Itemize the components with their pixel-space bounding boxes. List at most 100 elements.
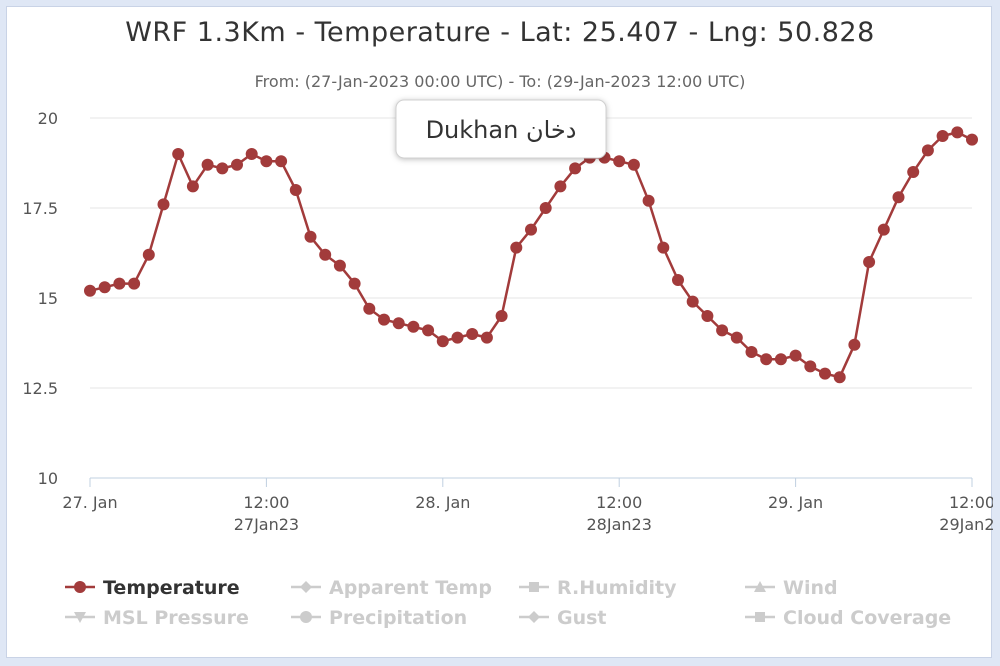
temperature-point[interactable]	[951, 126, 964, 139]
temperature-point[interactable]	[730, 331, 743, 344]
temperature-point[interactable]	[407, 320, 420, 333]
temperature-point[interactable]	[686, 295, 699, 308]
temperature-point[interactable]	[892, 191, 905, 204]
temperature-point[interactable]	[378, 313, 390, 326]
temperature-point[interactable]	[833, 371, 846, 384]
temperature-point[interactable]	[172, 148, 185, 160]
temperature-point[interactable]	[260, 155, 273, 168]
legend-item-apparent-temp[interactable]: Apparent Temp	[291, 577, 492, 599]
legend-label: Precipitation	[329, 607, 467, 629]
temperature-point[interactable]	[907, 166, 920, 178]
temperature-point[interactable]	[333, 259, 346, 272]
temperature-point[interactable]	[745, 346, 758, 358]
y-tick-label: 12.5	[22, 379, 58, 398]
temperature-point[interactable]	[304, 230, 317, 243]
location-badge-box	[395, 99, 607, 159]
temperature-point[interactable]	[319, 248, 332, 261]
legend-item-gust[interactable]: Gust	[519, 607, 607, 629]
legend-marker-triangle-down	[74, 612, 86, 623]
temperature-point[interactable]	[966, 133, 978, 146]
legend-item-wind[interactable]: Wind	[745, 577, 838, 599]
temperature-point[interactable]	[142, 248, 155, 261]
temperature-point[interactable]	[774, 353, 787, 366]
legend-item-r-humidity[interactable]: R.Humidity	[519, 577, 677, 599]
temperature-point[interactable]	[642, 194, 655, 207]
temperature-point[interactable]	[789, 349, 802, 362]
y-tick-label: 10	[38, 469, 58, 488]
temperature-point[interactable]	[819, 367, 831, 380]
temperature-point[interactable]	[436, 335, 449, 348]
x-tick-label: 27. Jan	[62, 493, 117, 512]
temperature-point[interactable]	[716, 324, 729, 337]
temperature-point[interactable]	[157, 198, 170, 211]
temperature-point[interactable]	[201, 158, 214, 171]
temperature-point[interactable]	[613, 155, 626, 168]
legend-item-msl-pressure[interactable]: MSL Pressure	[65, 607, 249, 629]
temperature-point[interactable]	[480, 331, 493, 344]
temperature-point[interactable]	[701, 310, 714, 322]
legend-label: Cloud Coverage	[783, 607, 951, 629]
temperature-point[interactable]	[275, 155, 288, 168]
chart-container: WRF 1.3Km - Temperature - Lat: 25.407 - …	[6, 6, 993, 658]
temperature-point[interactable]	[113, 277, 126, 290]
x-tick-label: 12:00	[596, 493, 642, 512]
x-tick-label: 29. Jan	[768, 493, 823, 512]
temperature-point[interactable]	[569, 162, 582, 175]
location-badge-text: Dukhan دخان	[426, 116, 577, 144]
x-tick-label: 27Jan23	[234, 515, 299, 534]
x-tick-label: 12:00	[949, 493, 993, 512]
temperature-point[interactable]	[422, 324, 435, 337]
legend-item-temperature[interactable]: Temperature	[65, 577, 240, 599]
temperature-point[interactable]	[84, 284, 96, 297]
legend-label: Apparent Temp	[329, 577, 492, 599]
temperature-point[interactable]	[657, 241, 670, 254]
temperature-point[interactable]	[363, 302, 376, 315]
legend-marker-circle	[74, 581, 86, 593]
legend-label: Temperature	[103, 577, 240, 599]
temperature-point[interactable]	[245, 148, 258, 160]
temperature-point[interactable]	[877, 223, 890, 236]
legend-item-precipitation[interactable]: Precipitation	[291, 607, 467, 629]
legend-marker-square	[755, 612, 765, 622]
legend-label: R.Humidity	[557, 577, 677, 599]
temperature-point[interactable]	[936, 130, 949, 142]
legend-marker-diamond	[528, 611, 540, 623]
temperature-point[interactable]	[627, 158, 640, 171]
legend-item-cloud-coverage[interactable]: Cloud Coverage	[745, 607, 951, 629]
temperature-point[interactable]	[510, 241, 523, 254]
temperature-point[interactable]	[128, 277, 141, 290]
temperature-point[interactable]	[863, 256, 876, 268]
temperature-point[interactable]	[348, 277, 361, 290]
temperature-point[interactable]	[289, 184, 302, 196]
x-tick-label: 28Jan23	[587, 515, 652, 534]
temperature-point[interactable]	[760, 353, 773, 366]
temperature-point[interactable]	[216, 162, 229, 175]
temperature-point[interactable]	[451, 331, 464, 344]
temperature-point[interactable]	[672, 274, 684, 286]
chart-subtitle: From: (27-Jan-2023 00:00 UTC) - To: (29-…	[255, 72, 746, 91]
y-tick-label: 15	[38, 289, 58, 308]
temperature-point[interactable]	[98, 281, 111, 294]
temperature-point[interactable]	[495, 310, 508, 322]
temperature-point[interactable]	[231, 158, 243, 171]
temperature-series[interactable]	[84, 126, 978, 384]
temperature-point[interactable]	[525, 223, 537, 236]
legend-marker-circle	[300, 611, 312, 623]
temperature-point[interactable]	[392, 317, 405, 330]
temperature-point[interactable]	[804, 360, 817, 373]
temperature-point[interactable]	[921, 144, 934, 157]
temperature-point[interactable]	[186, 180, 199, 193]
legend-marker-diamond	[300, 581, 312, 593]
legend-label: Wind	[783, 577, 838, 599]
temperature-point[interactable]	[466, 328, 479, 340]
x-axis: 27. Jan 12:00 27Jan23 28. Jan 12:00 28Jan23 29…	[62, 477, 993, 534]
temperature-point[interactable]	[539, 202, 552, 214]
y-axis-labels: 10 12.5 15 17.5 20	[22, 109, 58, 488]
temperature-point[interactable]	[848, 338, 861, 351]
legend-label: Gust	[557, 607, 607, 629]
temperature-point[interactable]	[554, 180, 567, 193]
legend: Temperature Apparent Temp R.Humidity Wind MS…	[65, 577, 951, 629]
x-tick-label: 29Jan23	[939, 515, 993, 534]
legend-label: MSL Pressure	[103, 607, 249, 629]
x-tick-label: 28. Jan	[415, 493, 470, 512]
